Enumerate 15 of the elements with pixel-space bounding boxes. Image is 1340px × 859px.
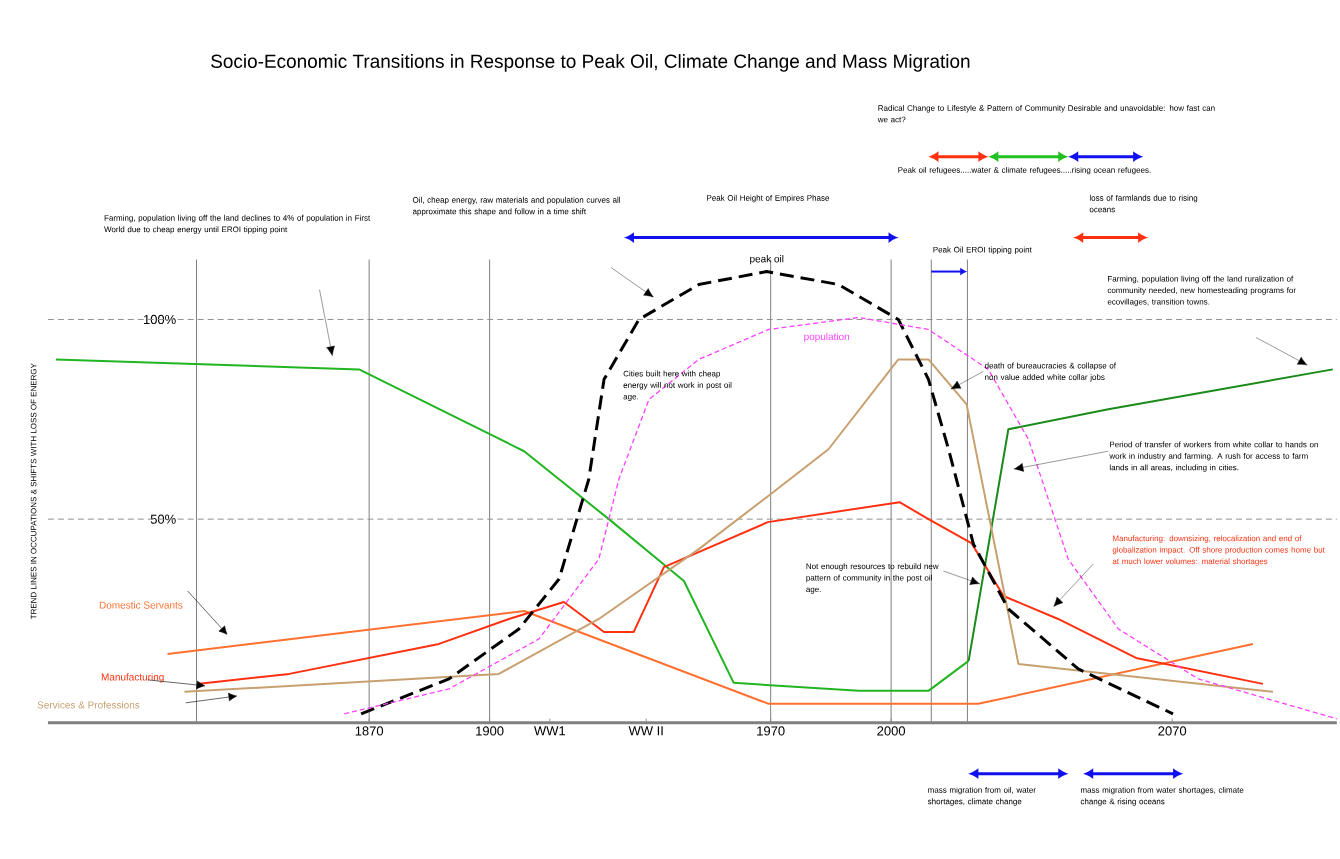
x-tick-label: 2000	[877, 726, 906, 736]
series-label: population	[804, 332, 850, 343]
text: Manufacturing	[101, 673, 164, 683]
x-tick-label: 1870	[355, 726, 384, 736]
x-tick-label: WW1	[534, 726, 566, 736]
x-tick-label: 1900	[476, 726, 504, 736]
series-label: peak oil	[750, 255, 784, 265]
y-tick-label: 100%	[143, 315, 176, 325]
text: Domestic Servants	[99, 601, 183, 609]
x-tick-label: 2070	[1158, 726, 1187, 736]
x-tick-label: 1970	[757, 726, 785, 736]
y-tick-label: 50%	[150, 514, 176, 524]
chart-title: Socio-Economic Transitions in Response to Peak Oil, Climate Change and Mass Migration	[211, 54, 970, 72]
x-tick-label: WW II	[628, 726, 663, 736]
text: Services & Professions	[37, 701, 140, 709]
